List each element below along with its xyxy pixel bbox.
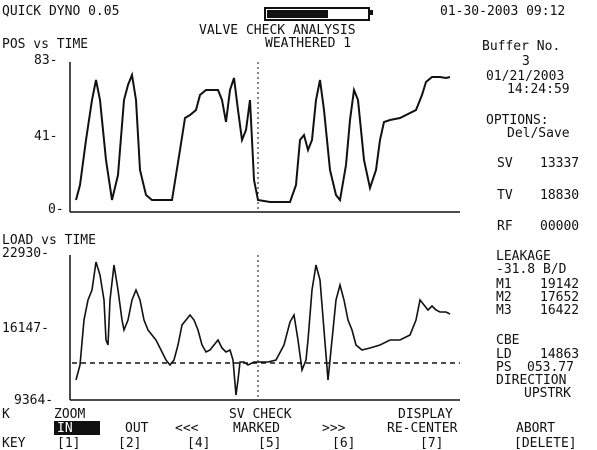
buffer-number: 3 [522, 54, 530, 69]
m2-value: 17652 [540, 290, 580, 305]
progress-bar [264, 7, 370, 21]
key-delete[interactable]: [DELETE] [514, 436, 577, 450]
sv-label: SV [497, 156, 513, 171]
m1-label: M1 [496, 277, 512, 292]
pos-ytick-mid: 41- [34, 129, 58, 144]
app-title: QUICK DYNO 0.05 [2, 4, 120, 19]
sv-check-label: SV CHECK [229, 407, 292, 422]
display-label: DISPLAY [398, 407, 453, 422]
ps-value: 053.77 [527, 360, 574, 375]
load-trace [75, 261, 451, 396]
pos-plot-title: POS vs TIME [2, 37, 89, 52]
load-plot-title: LOAD vs TIME [2, 233, 96, 248]
options-label: OPTIONS: [486, 113, 549, 128]
buffer-time: 14:24:59 [507, 82, 570, 97]
leakage-value: -31.8 B/D [496, 262, 567, 277]
tv-label: TV [497, 188, 513, 203]
key-label: KEY [2, 436, 26, 450]
key-1[interactable]: [1] [57, 436, 81, 450]
rf-value: 00000 [540, 219, 580, 234]
m3-label: M3 [496, 303, 512, 318]
scroll-right-button[interactable]: >>> [322, 421, 346, 436]
datetime: 01-30-2003 09:12 [440, 4, 566, 19]
cbe-label: CBE [496, 333, 520, 348]
zoom-out-button[interactable]: OUT [125, 421, 149, 436]
m2-label: M2 [496, 290, 512, 305]
options-del-save[interactable]: Del/Save [507, 126, 570, 141]
rf-label: RF [497, 219, 513, 234]
k-label: K [2, 407, 10, 422]
zoom-in-highlight[interactable] [54, 421, 100, 435]
key-6[interactable]: [6] [332, 436, 356, 450]
pos-ytick-max: 83- [34, 53, 58, 68]
sv-value: 13337 [540, 156, 580, 171]
abort-button[interactable]: ABORT [516, 421, 556, 436]
pos-ytick-min: 0- [48, 202, 64, 217]
progress-tip [370, 10, 373, 15]
recenter-button[interactable]: RE-CENTER [387, 421, 458, 436]
load-ytick-max: 22930- [2, 246, 49, 261]
key-7[interactable]: [7] [420, 436, 444, 450]
analysis-title: VALVE CHECK ANALYSIS [199, 23, 356, 38]
direction-value: UPSTRK [524, 386, 571, 401]
buffer-label: Buffer No. [482, 39, 561, 54]
ld-label: LD [496, 347, 512, 362]
m1-value: 19142 [540, 277, 580, 292]
tv-value: 18830 [540, 188, 580, 203]
scroll-left-button[interactable]: <<< [175, 421, 199, 436]
direction-label: DIRECTION [496, 373, 567, 388]
well-name: WEATHERED 1 [265, 36, 352, 51]
zoom-in-button[interactable]: IN [57, 421, 73, 436]
m3-value: 16422 [540, 303, 580, 318]
ps-label: PS [496, 360, 512, 375]
zoom-label: ZOOM [54, 407, 86, 422]
leakage-label: LEAKAGE [496, 249, 551, 264]
buffer-date: 01/21/2003 [486, 69, 565, 84]
load-ytick-mid: 16147- [2, 321, 49, 336]
key-4[interactable]: [4] [187, 436, 211, 450]
key-5[interactable]: [5] [258, 436, 282, 450]
key-2[interactable]: [2] [118, 436, 142, 450]
progress-fill [267, 10, 328, 18]
load-ytick-min: 9364- [14, 393, 54, 408]
ld-value: 14863 [540, 347, 580, 362]
marked-button[interactable]: MARKED [233, 421, 280, 436]
pos-trace [75, 71, 451, 203]
